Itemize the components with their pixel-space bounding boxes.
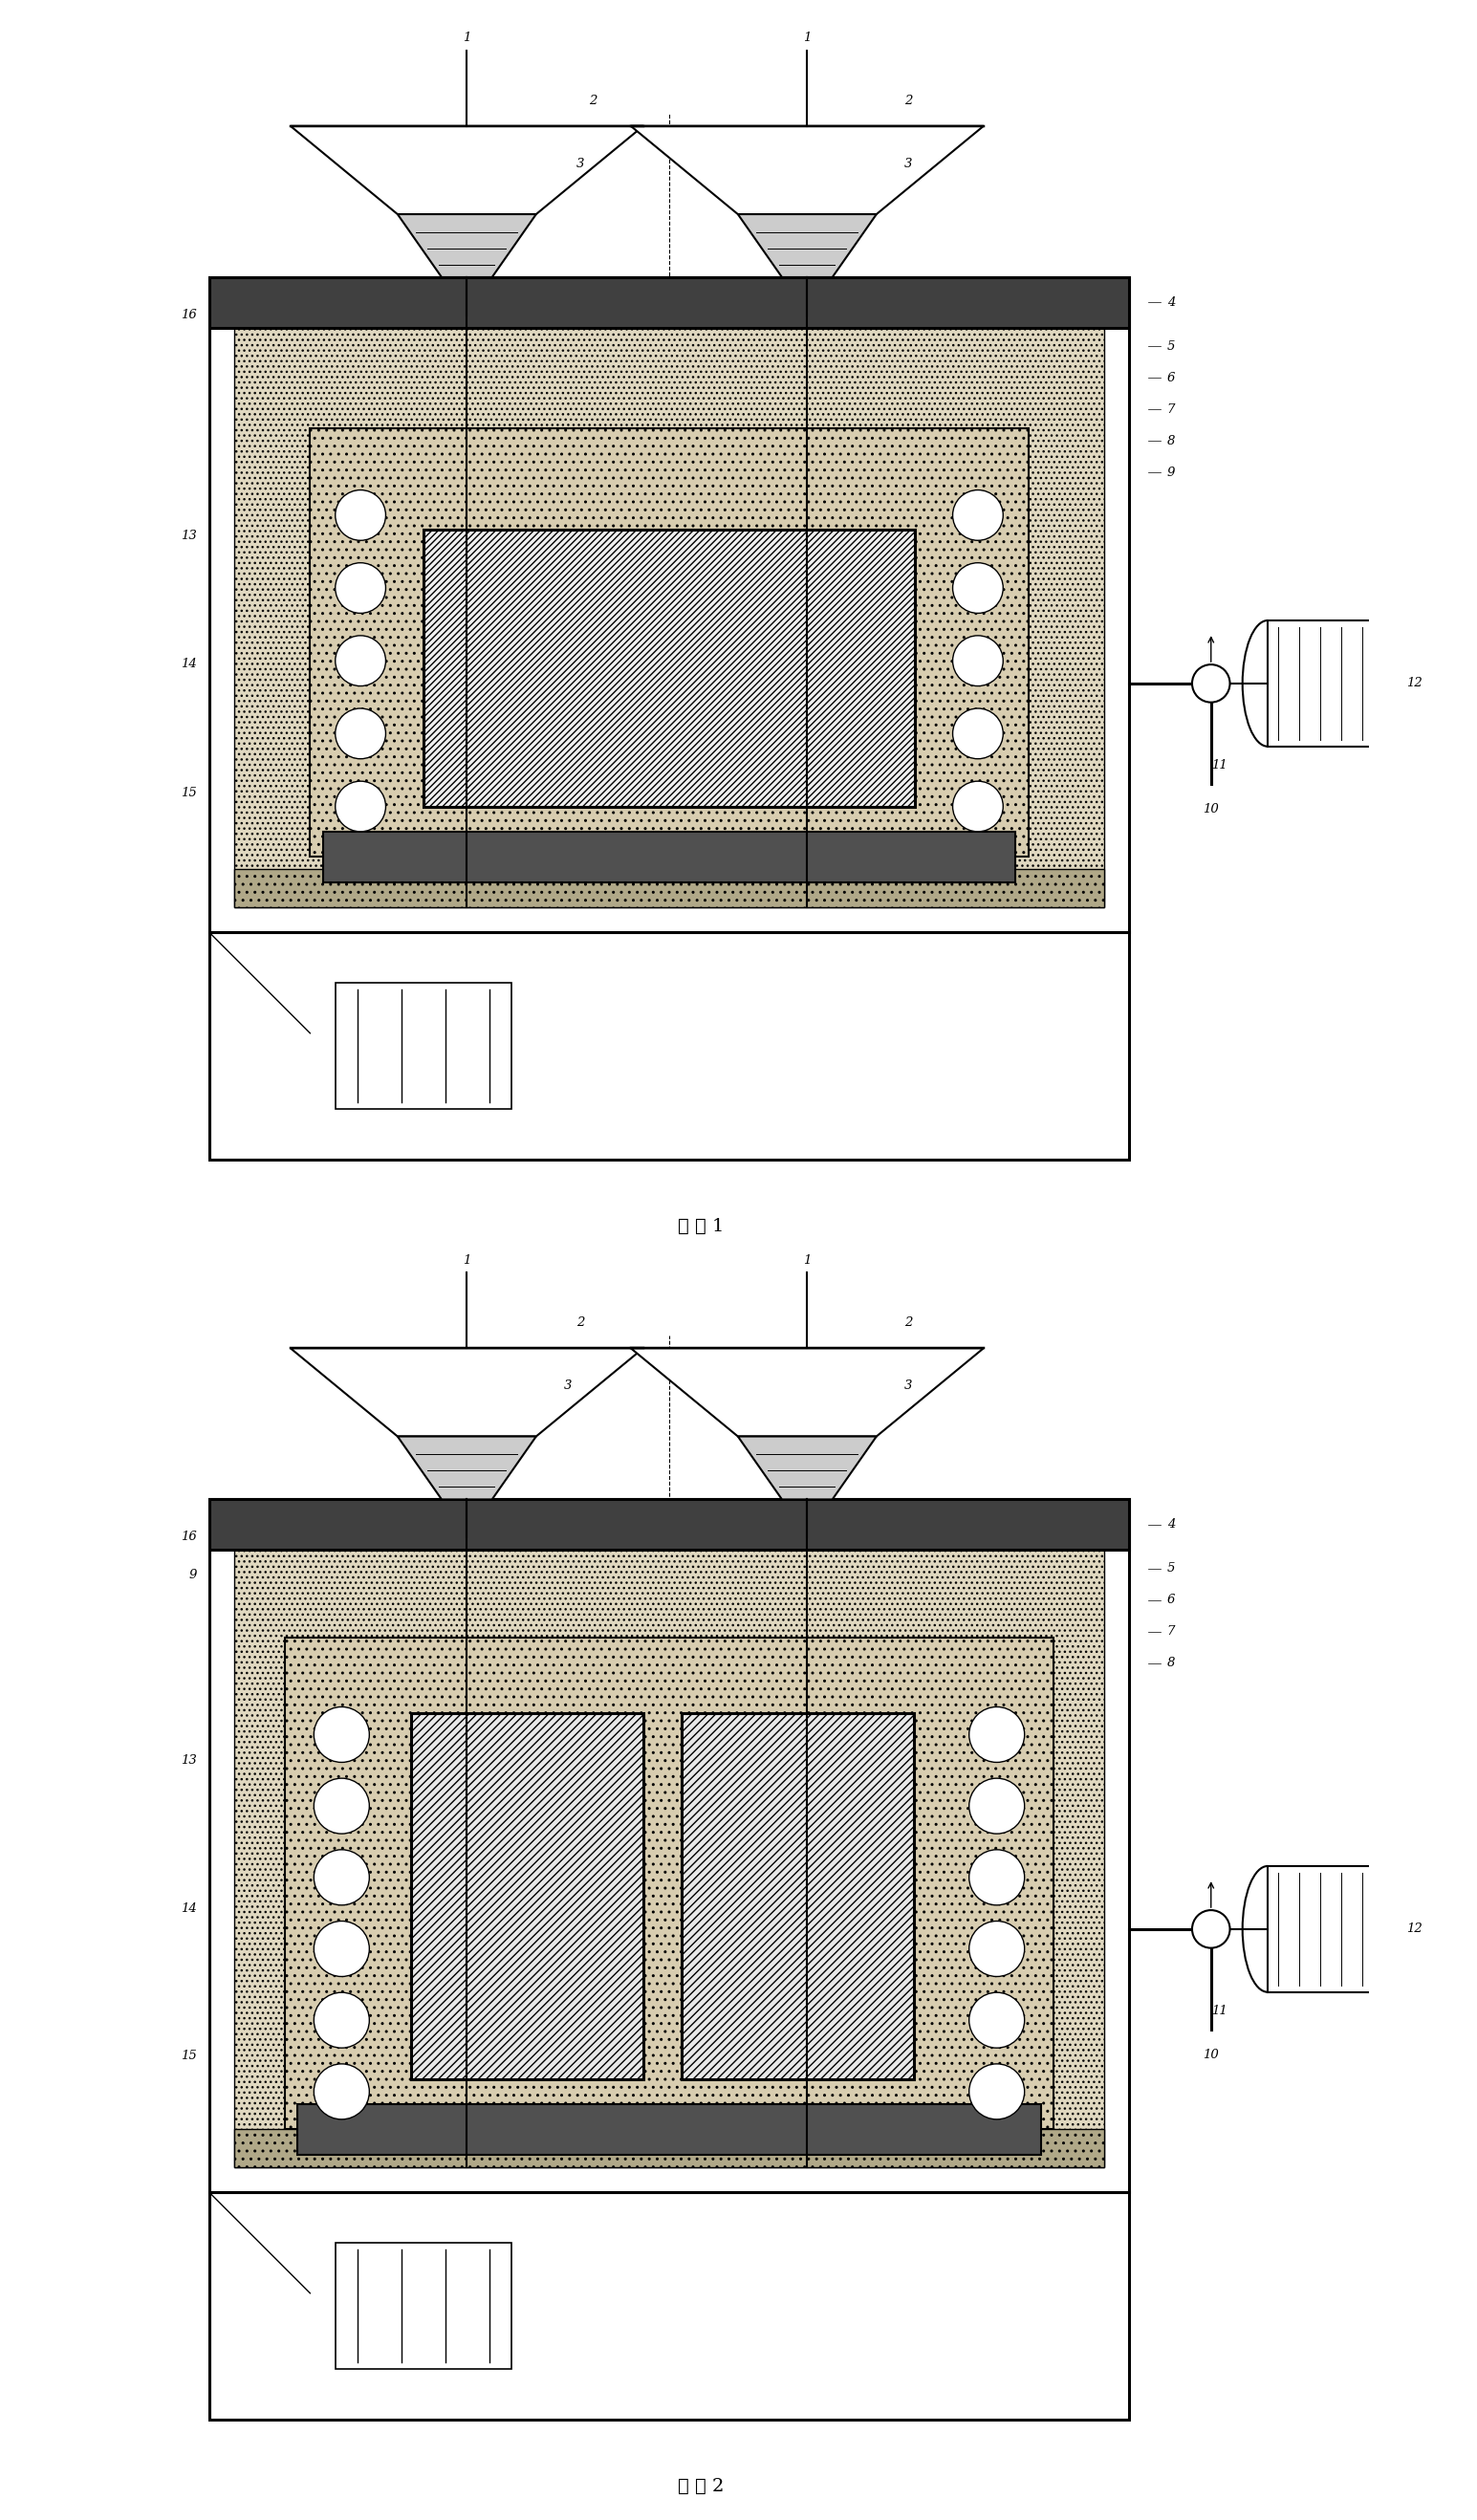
Text: 2: 2 xyxy=(904,96,911,106)
Text: 3: 3 xyxy=(564,1381,572,1391)
Circle shape xyxy=(969,1920,1025,1976)
Polygon shape xyxy=(291,126,644,214)
Bar xyxy=(681,1714,914,2079)
Bar xyxy=(210,277,1128,932)
Bar xyxy=(335,2243,511,2369)
Bar xyxy=(285,1638,1053,2129)
Text: 1: 1 xyxy=(803,1255,811,1265)
Circle shape xyxy=(315,1706,369,1761)
Text: 附 图 2: 附 图 2 xyxy=(678,2477,724,2495)
Text: 3: 3 xyxy=(904,1381,911,1391)
Circle shape xyxy=(953,562,1003,612)
Polygon shape xyxy=(631,1348,984,1436)
Text: 2: 2 xyxy=(904,1318,911,1328)
Bar xyxy=(235,869,1103,907)
Text: 3: 3 xyxy=(576,159,585,169)
Circle shape xyxy=(335,562,385,612)
Bar xyxy=(210,932,1128,1159)
Bar xyxy=(235,302,1103,907)
Circle shape xyxy=(315,1779,369,1835)
Text: 3: 3 xyxy=(904,159,911,169)
Text: 15: 15 xyxy=(180,2049,196,2061)
Text: 4: 4 xyxy=(1167,1520,1174,1530)
Bar xyxy=(1267,620,1394,746)
Circle shape xyxy=(315,1920,369,1976)
Text: 1: 1 xyxy=(803,33,811,43)
Text: 2: 2 xyxy=(576,1318,585,1328)
Polygon shape xyxy=(397,1436,536,1499)
Bar xyxy=(210,2192,1128,2419)
Polygon shape xyxy=(738,1436,876,1499)
Circle shape xyxy=(335,489,385,539)
Text: 5: 5 xyxy=(1167,340,1174,353)
Circle shape xyxy=(953,781,1003,832)
Bar xyxy=(310,428,1028,857)
Circle shape xyxy=(315,1993,369,2049)
Circle shape xyxy=(1192,665,1230,703)
Circle shape xyxy=(315,1850,369,1905)
Text: 2: 2 xyxy=(589,96,597,106)
Text: 1: 1 xyxy=(462,1255,471,1265)
Text: 8: 8 xyxy=(1167,1658,1174,1668)
Polygon shape xyxy=(291,1348,644,1436)
Circle shape xyxy=(969,1779,1025,1835)
Polygon shape xyxy=(631,126,984,214)
Bar xyxy=(235,1525,1103,2167)
Circle shape xyxy=(969,1706,1025,1761)
Text: 6: 6 xyxy=(1167,1595,1174,1605)
Circle shape xyxy=(335,635,385,685)
Text: 7: 7 xyxy=(1167,403,1174,416)
Text: 7: 7 xyxy=(1167,1625,1174,1638)
Bar xyxy=(210,1499,1128,2192)
Text: 16: 16 xyxy=(180,1532,196,1542)
Bar xyxy=(210,1499,1128,1550)
Circle shape xyxy=(953,635,1003,685)
Text: 13: 13 xyxy=(180,529,196,542)
Text: 9: 9 xyxy=(189,1570,196,1580)
Text: 14: 14 xyxy=(180,1903,196,1915)
Circle shape xyxy=(335,708,385,759)
Bar xyxy=(424,529,914,806)
Text: 12: 12 xyxy=(1406,1923,1422,1935)
Bar xyxy=(335,983,511,1109)
Circle shape xyxy=(335,781,385,832)
Circle shape xyxy=(1192,1910,1230,1948)
Text: 13: 13 xyxy=(180,1754,196,1767)
Text: 1: 1 xyxy=(462,33,471,43)
Bar xyxy=(297,2104,1041,2155)
Text: 11: 11 xyxy=(1211,759,1227,771)
Bar xyxy=(322,832,1016,882)
Text: 5: 5 xyxy=(1167,1562,1174,1575)
Polygon shape xyxy=(738,214,876,277)
Circle shape xyxy=(953,708,1003,759)
Text: 10: 10 xyxy=(1202,804,1219,816)
Text: 12: 12 xyxy=(1406,678,1422,690)
Circle shape xyxy=(953,489,1003,539)
Bar xyxy=(235,2129,1103,2167)
Circle shape xyxy=(315,2064,369,2119)
Text: 16: 16 xyxy=(180,310,196,320)
Text: 9: 9 xyxy=(1167,466,1174,479)
Bar xyxy=(411,1714,644,2079)
Polygon shape xyxy=(397,214,536,277)
Circle shape xyxy=(969,2064,1025,2119)
Circle shape xyxy=(969,1993,1025,2049)
Text: 10: 10 xyxy=(1202,2049,1219,2061)
Text: 15: 15 xyxy=(180,786,196,799)
Text: 11: 11 xyxy=(1211,2006,1227,2016)
Text: 附 图 1: 附 图 1 xyxy=(678,1217,724,1235)
Text: 14: 14 xyxy=(180,658,196,670)
Text: 6: 6 xyxy=(1167,373,1174,383)
Text: 4: 4 xyxy=(1167,297,1174,307)
Circle shape xyxy=(969,1850,1025,1905)
Bar xyxy=(1267,1865,1394,1991)
Bar xyxy=(210,277,1128,328)
Text: 8: 8 xyxy=(1167,436,1174,446)
